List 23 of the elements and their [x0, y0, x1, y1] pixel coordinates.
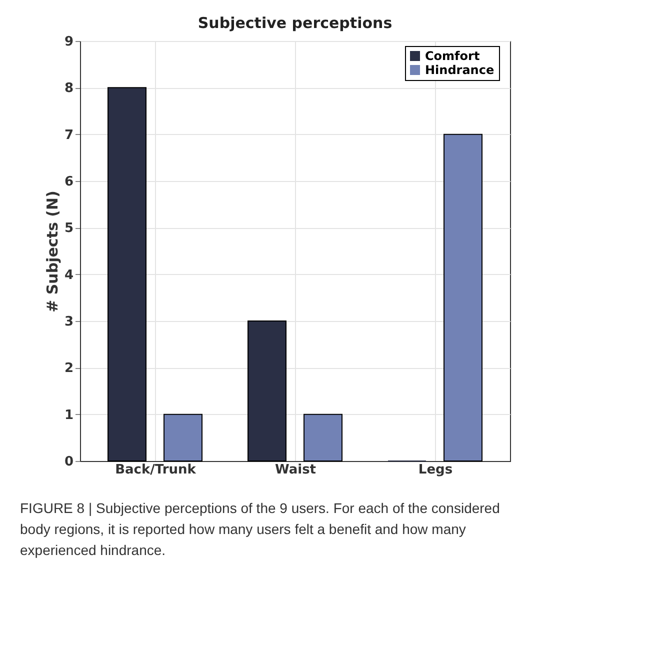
legend-label: Hindrance: [425, 63, 494, 77]
y-tick-label: 7: [64, 128, 74, 143]
bar: [444, 134, 482, 462]
y-tick-label: 1: [64, 408, 74, 423]
y-tick-label: 9: [64, 34, 74, 50]
bar: [304, 414, 342, 462]
bar: [164, 414, 202, 462]
bar: [248, 320, 286, 462]
bar: [108, 87, 146, 462]
y-tick-label: 3: [64, 314, 74, 330]
y-tick-label: 4: [64, 268, 74, 283]
y-tick-label: 6: [64, 174, 74, 190]
legend-label: Comfort: [425, 49, 480, 63]
y-tick-label: 8: [64, 81, 74, 96]
y-axis-title: # Subjects (N): [43, 190, 62, 312]
y-tick-label: 2: [64, 361, 74, 376]
chart-title: Subjective perceptions: [198, 14, 392, 32]
y-tick-label: 5: [64, 221, 74, 236]
x-tick-label: Waist: [274, 462, 316, 478]
x-tick-label: Legs: [418, 462, 453, 478]
x-tick-label: Back/Trunk: [115, 462, 196, 478]
y-tick-label: 0: [64, 454, 74, 470]
caption: FIGURE 8 | Subjective perceptions of the 9 users. For each of the considered body regions, it is reported how many users felt a benefit and how many experienced hindrance.: [20, 500, 500, 558]
